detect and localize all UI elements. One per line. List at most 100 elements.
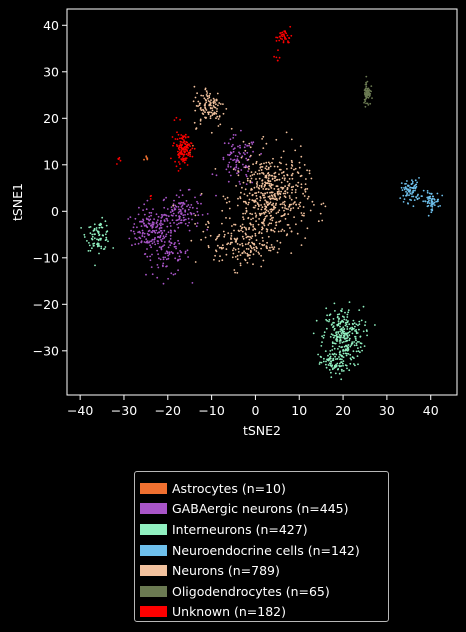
data-point — [275, 138, 278, 141]
data-point — [88, 244, 91, 247]
data-point — [401, 189, 404, 192]
data-point — [275, 221, 278, 224]
data-point — [247, 203, 250, 206]
data-point — [260, 254, 262, 257]
data-point — [249, 244, 252, 247]
data-point — [274, 179, 276, 182]
data-point — [331, 345, 334, 348]
data-point — [352, 323, 354, 326]
data-point — [156, 219, 159, 222]
data-point — [222, 230, 225, 233]
data-point — [177, 222, 180, 225]
data-point — [149, 198, 152, 200]
data-point — [141, 220, 144, 223]
data-point — [93, 233, 96, 236]
data-point — [209, 92, 212, 95]
data-point — [158, 231, 161, 234]
data-point — [275, 212, 278, 215]
y-tick-label: 10 — [43, 157, 59, 172]
data-point — [177, 212, 180, 214]
data-point — [152, 208, 154, 211]
data-point — [340, 321, 343, 323]
data-point — [251, 181, 254, 184]
data-point — [262, 221, 265, 224]
data-point — [227, 142, 230, 145]
data-point — [182, 214, 185, 217]
data-point — [214, 101, 216, 104]
data-point — [153, 230, 156, 233]
data-point — [437, 205, 440, 208]
data-point — [279, 241, 282, 244]
data-point — [300, 244, 303, 247]
data-point — [228, 171, 231, 174]
data-point — [170, 272, 173, 275]
data-point — [168, 240, 171, 243]
data-point — [227, 232, 230, 235]
data-point — [405, 190, 407, 193]
data-point — [182, 216, 185, 219]
data-point — [169, 238, 172, 240]
data-point — [173, 243, 176, 246]
data-point — [194, 96, 197, 99]
data-point — [310, 177, 313, 180]
data-point — [86, 240, 88, 242]
data-point — [338, 372, 341, 375]
data-point — [259, 199, 262, 202]
data-point — [179, 118, 182, 121]
data-point — [136, 226, 138, 229]
legend-swatch — [140, 565, 167, 577]
data-point — [234, 169, 237, 171]
data-point — [252, 141, 255, 144]
data-point — [145, 238, 148, 241]
data-point — [264, 211, 267, 214]
data-point — [176, 223, 179, 226]
data-point — [245, 201, 247, 204]
data-point — [173, 222, 175, 224]
data-point — [418, 177, 420, 179]
data-point — [295, 223, 297, 226]
data-point — [220, 246, 223, 249]
data-point — [415, 185, 418, 188]
data-point — [107, 240, 109, 243]
data-point — [400, 186, 403, 189]
data-point — [240, 191, 242, 194]
data-point — [273, 175, 276, 178]
data-point — [232, 168, 235, 171]
data-point — [233, 147, 236, 150]
data-point — [340, 309, 342, 312]
data-point — [418, 197, 420, 200]
data-point — [157, 266, 160, 269]
data-point — [164, 256, 167, 259]
data-point — [368, 89, 371, 91]
data-point — [289, 197, 291, 199]
data-point — [335, 331, 338, 334]
data-point — [157, 215, 160, 218]
data-point — [235, 185, 238, 187]
data-point — [236, 158, 239, 161]
data-point — [282, 192, 285, 195]
data-point — [156, 232, 159, 234]
data-point — [178, 196, 181, 199]
data-point — [355, 342, 358, 345]
data-point — [246, 194, 249, 197]
data-point — [338, 353, 341, 356]
data-point — [358, 328, 360, 331]
data-point — [328, 369, 331, 371]
data-point — [284, 185, 286, 188]
legend-label: Neurons (n=789) — [172, 563, 280, 579]
data-point — [133, 223, 136, 225]
data-point — [251, 241, 253, 244]
data-point — [337, 331, 339, 333]
data-point — [179, 153, 182, 155]
data-point — [204, 236, 207, 239]
data-point — [162, 214, 164, 217]
data-point — [244, 252, 247, 254]
data-point — [244, 212, 247, 215]
data-point — [187, 151, 190, 154]
data-point — [207, 111, 210, 114]
data-point — [274, 227, 276, 230]
data-point — [282, 150, 285, 153]
data-point — [206, 92, 209, 94]
data-point — [269, 218, 272, 221]
data-point — [238, 161, 241, 164]
